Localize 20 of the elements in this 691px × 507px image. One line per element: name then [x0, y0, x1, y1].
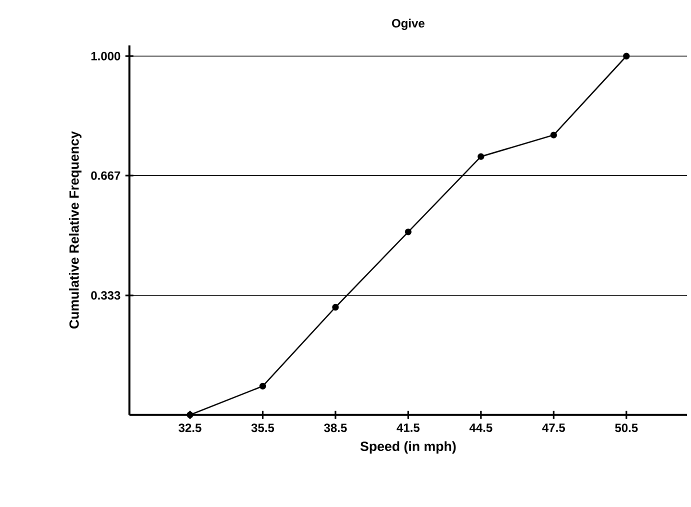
point [332, 304, 339, 311]
point [550, 132, 557, 138]
y-tick-label: 1.000 [91, 52, 120, 60]
x-tick-label: 32.5 [178, 424, 202, 432]
x-tick-label: 41.5 [396, 424, 420, 432]
point [186, 412, 194, 418]
x-tick-label: 47.5 [542, 424, 566, 432]
x-tick-label: 44.5 [469, 424, 492, 432]
y-tick-label: 0.333 [91, 291, 120, 300]
x-axis-title: Speed (in mph) [360, 441, 456, 454]
point [478, 153, 484, 160]
x-tick-label: 38.5 [324, 424, 347, 432]
x-tick-label: 50.5 [615, 424, 638, 432]
y-axis-title: Cumulative Relative Frequency [69, 131, 82, 329]
y-tick-label: 0.667 [91, 171, 120, 180]
point [623, 52, 630, 60]
x-tick-label: 35.5 [251, 424, 274, 432]
point [259, 382, 266, 390]
point [404, 228, 412, 236]
chart-title: Ogive [392, 18, 424, 30]
